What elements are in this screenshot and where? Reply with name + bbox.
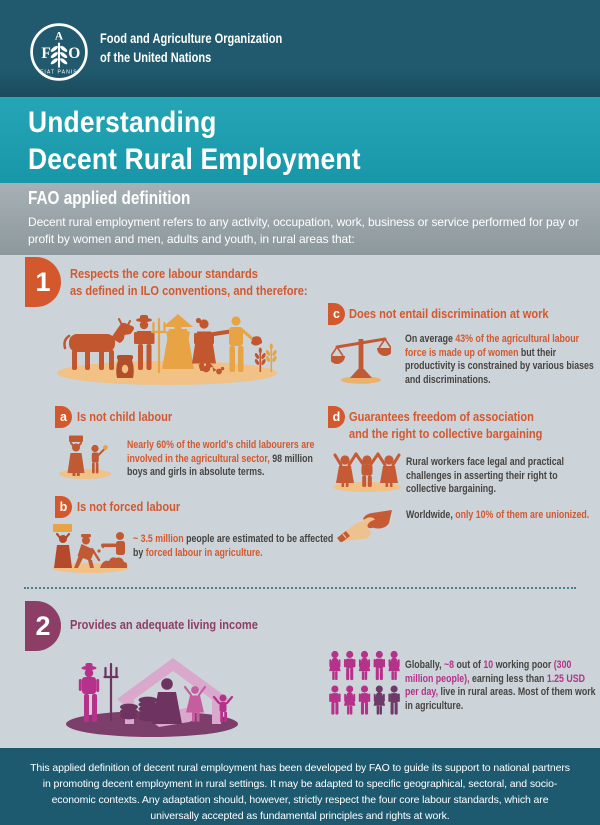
section2-paragraph: Globally, ~8 out of 10 working poor (300… xyxy=(405,659,599,713)
item-a-heading: Is not child labour xyxy=(77,409,173,424)
item-c-badge: c xyxy=(328,303,345,325)
item-b-highlight1: ~ 3.5 million xyxy=(133,533,184,545)
section2-heading: Provides an adequate living income xyxy=(70,617,258,632)
worker-with-axe-icon xyxy=(207,316,262,372)
section-divider xyxy=(24,587,576,589)
living-income-illustration xyxy=(66,658,238,737)
farmer2-icon xyxy=(78,663,100,722)
pitchfork2-icon xyxy=(103,662,119,722)
footer-text: This applied definition of decent rural … xyxy=(30,762,570,822)
definition-heading: FAO applied definition xyxy=(28,188,191,208)
item-c-text: On average xyxy=(405,333,456,345)
s2-highlight4: 1.25 USD per day, xyxy=(405,672,585,699)
item-d-highlight: only 10% of them are unionized. xyxy=(455,509,590,521)
handshake-icon xyxy=(337,510,392,542)
item-c-highlight: 43% of the agricultural labour force is … xyxy=(405,333,580,359)
item-c-text2: but their productivity is constrained by… xyxy=(405,346,594,386)
item-d-heading-line1: Guarantees freedom of association xyxy=(349,409,534,424)
item-d-text: Worldwide, xyxy=(406,509,456,521)
rural-woman-icon xyxy=(192,317,216,371)
section1-heading-line2: as defined in ILO conventions, and there… xyxy=(70,282,308,298)
item-c-heading: Does not entail discrimination at work xyxy=(349,306,549,321)
footer: This applied definition of decent rural … xyxy=(0,748,600,825)
section1-heading-line1: Respects the core labour standards xyxy=(70,266,258,281)
svg-text:FIAT PANIS: FIAT PANIS xyxy=(40,70,78,76)
title-band: Understanding Decent Rural Employment xyxy=(0,97,600,183)
item-a-badge: a xyxy=(55,406,72,428)
farmer-icon xyxy=(134,315,155,370)
page-title-line1: Understanding xyxy=(28,106,217,139)
cow-icon xyxy=(63,318,134,370)
page-title-line2: Decent Rural Employment xyxy=(28,143,361,176)
farm-scene-illustration xyxy=(57,314,277,385)
header: F O A FIAT PANIS Food and Agriculture Or… xyxy=(0,0,600,97)
section1-heading: Respects the core labour standards as de… xyxy=(70,266,334,299)
section1-number-badge: 1 xyxy=(25,257,61,307)
item-b-paragraph: ~ 3.5 million people are estimated to be… xyxy=(133,533,338,560)
s2-highlight3: (300 million people), xyxy=(405,659,572,685)
s2-highlight1: ~8 xyxy=(443,659,454,671)
org-name-line1: Food and Agriculture Organization xyxy=(100,31,283,46)
org-name: Food and Agriculture Organization of the… xyxy=(100,30,346,67)
item-b-heading: Is not forced labour xyxy=(77,499,181,514)
item-d-paragraph1: Rural workers face legal and practical c… xyxy=(406,456,564,496)
item-d-paragraph2: Worldwide, only 10% of them are unionize… xyxy=(406,509,596,523)
item-c-paragraph: On average 43% of the agricultural labou… xyxy=(405,333,595,387)
item-d-badge: d xyxy=(328,406,345,428)
s2-text3: working poor xyxy=(493,659,554,671)
pitchfork-icon xyxy=(151,317,167,374)
item-a-text: 98 million boys and girls in absolute te… xyxy=(127,452,313,479)
item-b-text: people are estimated to be affected by xyxy=(133,533,334,559)
s2-text4: earning less than xyxy=(469,672,547,685)
association-icon xyxy=(333,452,401,492)
page-title: Understanding Decent Rural Employment xyxy=(28,104,591,178)
chicken-icon xyxy=(198,363,225,375)
definition-band: FAO applied definition Decent rural empl… xyxy=(0,183,600,255)
item-a-paragraph: Nearly 60% of the world's child labourer… xyxy=(127,439,321,480)
item-d-heading: Guarantees freedom of association and th… xyxy=(349,409,600,442)
scales-icon xyxy=(331,337,391,384)
org-name-line2: of the United Nations xyxy=(100,49,212,65)
wheat-icon xyxy=(254,343,277,372)
section2-number-badge: 2 xyxy=(25,601,61,651)
svg-text:A: A xyxy=(55,31,64,43)
item-b-highlight2: forced labour in agriculture. xyxy=(145,546,263,559)
s2-text1: Globally, xyxy=(405,659,444,671)
child-labour-icon xyxy=(59,435,111,479)
forced-labour-icon xyxy=(52,524,128,573)
celebrating-woman-icon xyxy=(183,685,207,722)
item-b-badge: b xyxy=(55,496,72,518)
sack-icon xyxy=(116,355,134,378)
coins-icon xyxy=(120,696,158,722)
item-d-heading-line2: and the right to collective bargaining xyxy=(349,425,543,441)
working-poor-figures xyxy=(329,650,400,715)
definition-body: Decent rural employment refers to any ac… xyxy=(28,215,579,246)
svg-text:F: F xyxy=(41,45,50,62)
mother-icon xyxy=(152,678,182,724)
s2-highlight2: 10 xyxy=(483,659,494,671)
s2-text2: out of xyxy=(454,659,484,671)
item-a-highlight: Nearly 60% of the world's child labourer… xyxy=(127,439,315,465)
s2-text5: live in rural areas. Most of them work i… xyxy=(405,686,596,712)
conical-hat-worker-icon xyxy=(162,314,194,369)
svg-text:O: O xyxy=(68,45,80,62)
fao-logo-icon: F O A FIAT PANIS xyxy=(30,23,88,81)
celebrating-child-icon xyxy=(212,694,234,722)
